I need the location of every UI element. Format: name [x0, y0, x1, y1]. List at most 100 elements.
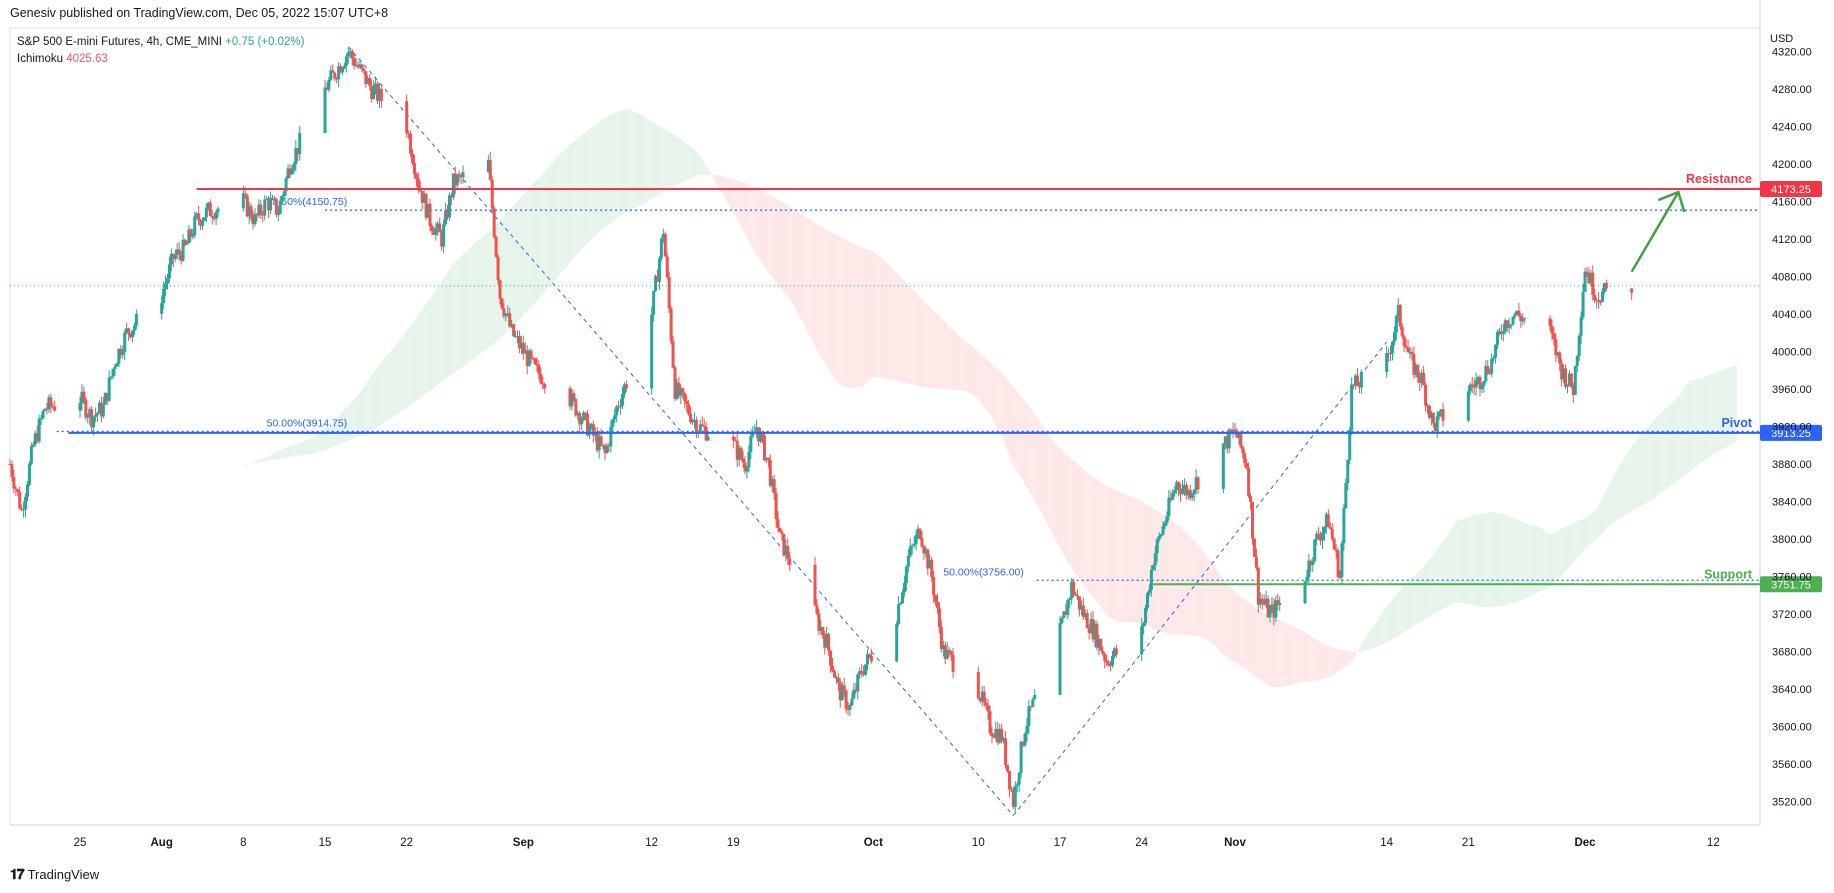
candle-body [121, 352, 125, 355]
cloud-segment [622, 110, 625, 215]
cloud-segment [832, 232, 835, 379]
candle-body [949, 651, 953, 655]
tradingview-brand[interactable]: 𝟏𝟕 TradingView [10, 866, 99, 883]
cloud-segment [381, 359, 384, 425]
cloud-segment [1616, 468, 1619, 521]
cloud-segment [1118, 491, 1121, 623]
cloud-segment [573, 139, 576, 259]
candle-body [611, 419, 615, 427]
cloud-segment [591, 126, 594, 240]
candle-body [436, 223, 440, 229]
cloud-segment [585, 130, 588, 246]
cloud-segment [480, 236, 483, 354]
candle-body [523, 350, 527, 354]
cloud-segment [698, 153, 701, 176]
candle-body [1146, 592, 1149, 608]
cloud-segment [1093, 476, 1095, 600]
candle-body [951, 654, 955, 672]
cloud-segment [1258, 609, 1261, 680]
candle-body [659, 238, 663, 259]
cloud-segment [1707, 374, 1710, 459]
cloud-segment [1610, 478, 1613, 526]
candle-body [1398, 304, 1402, 327]
cloud-segment [430, 295, 432, 391]
cloud-segment [1571, 522, 1574, 565]
cloud-segment [1520, 521, 1523, 601]
candle-body [500, 298, 504, 309]
cloud-segment [1306, 633, 1309, 682]
cloud-segment [939, 316, 942, 389]
cloud-segment [941, 318, 944, 389]
symbol-line[interactable]: S&P 500 E-mini Futures, 4h, CME_MINI +0.… [17, 34, 304, 51]
cloud-segment [813, 222, 815, 347]
candle-body [595, 433, 599, 451]
candle-body [910, 545, 914, 547]
candle-body [1033, 694, 1037, 700]
cloud-segment [1347, 651, 1350, 665]
cloud-segment [719, 175, 722, 193]
candle-body [1472, 385, 1476, 388]
cloud-segment [1726, 367, 1729, 447]
cloud-segment [1314, 638, 1317, 681]
cloud-segment [1448, 529, 1451, 606]
cloud-segment [356, 395, 359, 438]
cloud-segment [888, 265, 891, 380]
cloud-segment [850, 241, 852, 389]
indicator-line[interactable]: Ichimoku 4025.63 [17, 51, 304, 68]
cloud-segment [859, 246, 862, 387]
cloud-segment [696, 151, 699, 176]
candle-body [449, 195, 453, 198]
candle-body [197, 213, 201, 221]
cloud-segment [363, 383, 366, 434]
cloud-segment [986, 358, 989, 413]
cloud-segment [770, 195, 773, 278]
cloud-segment [836, 234, 839, 385]
cloud-segment [1149, 505, 1152, 628]
cloud-segment [317, 433, 320, 453]
cloud-segment [1003, 375, 1006, 446]
candle-body [1237, 431, 1241, 438]
cloud-segment [511, 205, 514, 328]
cloud-segment [840, 236, 843, 386]
candle-body [339, 66, 343, 73]
candle-body [652, 291, 656, 315]
candle-body [1494, 344, 1498, 358]
x-tick-label: 25 [74, 837, 87, 849]
cloud-segment [505, 211, 508, 333]
x-tick-label: 21 [1462, 837, 1475, 849]
candle-body [1513, 314, 1517, 317]
candle-body [1002, 738, 1006, 741]
cloud-segment [1499, 513, 1502, 607]
candle-body [813, 564, 817, 606]
candle-body [438, 223, 442, 233]
cloud-segment [727, 177, 730, 206]
candle-body [1350, 384, 1354, 430]
cloud-segment [1034, 414, 1037, 504]
cloud-segment [1658, 413, 1661, 495]
axes[interactable]: USD4320.004280.004240.004200.004160.0041… [74, 33, 1812, 849]
candle-body [94, 414, 98, 417]
candle-body [673, 367, 677, 399]
cloud-segment [416, 314, 419, 401]
candle-body [1387, 353, 1391, 355]
candle-body [1466, 391, 1470, 421]
cloud-segment [896, 272, 899, 381]
resistance-badge [1760, 181, 1822, 198]
cloud-segment [1203, 552, 1206, 640]
cloud-segment [579, 135, 582, 252]
cloud-segment [1553, 531, 1556, 584]
cloud-segment [1065, 453, 1068, 562]
candle-body [574, 399, 578, 416]
cloud-segment [1641, 432, 1644, 506]
y-tick-label: 4200.00 [1772, 159, 1812, 171]
candle-body [18, 492, 22, 509]
candle-body [603, 446, 607, 453]
candle-body [1556, 352, 1560, 356]
cloud-segment [1098, 480, 1101, 607]
candle-body [434, 228, 438, 235]
cloud-segment [1437, 546, 1440, 613]
cloud-segment [1279, 620, 1282, 688]
candle-body [759, 433, 763, 442]
cloud-segment [657, 125, 660, 196]
